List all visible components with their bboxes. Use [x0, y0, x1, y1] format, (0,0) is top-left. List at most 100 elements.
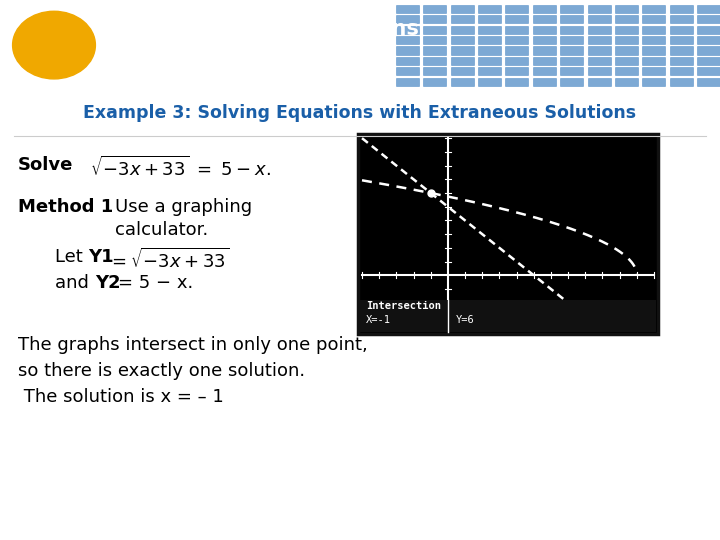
Text: Y2: Y2 [95, 274, 121, 292]
FancyBboxPatch shape [478, 36, 501, 44]
FancyBboxPatch shape [423, 26, 446, 34]
FancyBboxPatch shape [451, 57, 474, 65]
FancyBboxPatch shape [642, 46, 665, 55]
Text: Copyright © by Holt Mc Dougal. All Rights Reserved.: Copyright © by Holt Mc Dougal. All Right… [431, 512, 706, 522]
Text: Solving Radical Equations: Solving Radical Equations [115, 19, 419, 39]
FancyBboxPatch shape [615, 36, 638, 44]
Text: Method 1: Method 1 [18, 198, 113, 216]
FancyBboxPatch shape [396, 26, 419, 34]
FancyBboxPatch shape [505, 26, 528, 34]
Text: Solve: Solve [18, 156, 73, 174]
FancyBboxPatch shape [560, 67, 583, 75]
FancyBboxPatch shape [642, 67, 665, 75]
FancyBboxPatch shape [697, 5, 720, 13]
FancyBboxPatch shape [697, 57, 720, 65]
FancyBboxPatch shape [588, 5, 611, 13]
FancyBboxPatch shape [533, 57, 556, 65]
FancyBboxPatch shape [697, 67, 720, 75]
FancyBboxPatch shape [533, 5, 556, 13]
FancyBboxPatch shape [615, 26, 638, 34]
Text: Y=6: Y=6 [456, 315, 474, 325]
FancyBboxPatch shape [478, 15, 501, 23]
FancyBboxPatch shape [642, 57, 665, 65]
FancyBboxPatch shape [615, 46, 638, 55]
Text: The graphs intersect in only one point,: The graphs intersect in only one point, [18, 336, 368, 354]
FancyBboxPatch shape [451, 26, 474, 34]
FancyBboxPatch shape [505, 46, 528, 55]
FancyBboxPatch shape [670, 57, 693, 65]
FancyBboxPatch shape [396, 78, 419, 86]
FancyBboxPatch shape [423, 5, 446, 13]
FancyBboxPatch shape [360, 300, 656, 332]
FancyBboxPatch shape [642, 36, 665, 44]
FancyBboxPatch shape [478, 46, 501, 55]
FancyBboxPatch shape [451, 46, 474, 55]
FancyBboxPatch shape [588, 15, 611, 23]
FancyBboxPatch shape [697, 15, 720, 23]
FancyBboxPatch shape [396, 46, 419, 55]
FancyBboxPatch shape [478, 67, 501, 75]
FancyBboxPatch shape [505, 5, 528, 13]
FancyBboxPatch shape [423, 15, 446, 23]
FancyBboxPatch shape [588, 26, 611, 34]
FancyBboxPatch shape [615, 15, 638, 23]
Text: calculator.: calculator. [115, 221, 208, 239]
FancyBboxPatch shape [642, 78, 665, 86]
FancyBboxPatch shape [615, 57, 638, 65]
FancyBboxPatch shape [505, 78, 528, 86]
FancyBboxPatch shape [642, 15, 665, 23]
Text: = 5 − x.: = 5 − x. [118, 274, 193, 292]
Text: Intersection: Intersection [366, 301, 441, 311]
FancyBboxPatch shape [396, 5, 419, 13]
FancyBboxPatch shape [533, 67, 556, 75]
FancyBboxPatch shape [505, 15, 528, 23]
FancyBboxPatch shape [423, 36, 446, 44]
Text: Example 3: Solving Equations with Extraneous Solutions: Example 3: Solving Equations with Extran… [84, 104, 636, 122]
Text: so there is exactly one solution.: so there is exactly one solution. [18, 362, 305, 380]
FancyBboxPatch shape [396, 36, 419, 44]
FancyBboxPatch shape [615, 78, 638, 86]
FancyBboxPatch shape [670, 36, 693, 44]
FancyBboxPatch shape [505, 36, 528, 44]
FancyBboxPatch shape [533, 46, 556, 55]
FancyBboxPatch shape [451, 67, 474, 75]
FancyBboxPatch shape [615, 5, 638, 13]
FancyBboxPatch shape [478, 57, 501, 65]
FancyBboxPatch shape [560, 26, 583, 34]
Text: and: and [55, 274, 94, 292]
FancyBboxPatch shape [505, 67, 528, 75]
FancyBboxPatch shape [533, 26, 556, 34]
Text: Y1: Y1 [88, 248, 114, 266]
FancyBboxPatch shape [588, 67, 611, 75]
FancyBboxPatch shape [478, 78, 501, 86]
FancyBboxPatch shape [670, 46, 693, 55]
FancyBboxPatch shape [533, 36, 556, 44]
FancyBboxPatch shape [396, 15, 419, 23]
FancyBboxPatch shape [451, 5, 474, 13]
FancyBboxPatch shape [670, 5, 693, 13]
FancyBboxPatch shape [697, 78, 720, 86]
FancyBboxPatch shape [670, 67, 693, 75]
Text: Holt McDougal Algebra 2: Holt McDougal Algebra 2 [14, 510, 170, 524]
FancyBboxPatch shape [396, 57, 419, 65]
FancyBboxPatch shape [670, 15, 693, 23]
Text: Use a graphing: Use a graphing [115, 198, 252, 216]
Text: X=-1: X=-1 [366, 315, 391, 325]
Text: $\sqrt{-3x+33}\ =\ 5-x.$: $\sqrt{-3x+33}\ =\ 5-x.$ [90, 156, 271, 180]
FancyBboxPatch shape [478, 26, 501, 34]
FancyBboxPatch shape [358, 134, 658, 334]
FancyBboxPatch shape [560, 36, 583, 44]
Text: and Inequalities: and Inequalities [115, 55, 305, 75]
FancyBboxPatch shape [588, 78, 611, 86]
FancyBboxPatch shape [588, 57, 611, 65]
FancyBboxPatch shape [588, 46, 611, 55]
FancyBboxPatch shape [560, 5, 583, 13]
FancyBboxPatch shape [697, 36, 720, 44]
FancyBboxPatch shape [396, 67, 419, 75]
FancyBboxPatch shape [423, 57, 446, 65]
FancyBboxPatch shape [642, 5, 665, 13]
FancyBboxPatch shape [560, 46, 583, 55]
FancyBboxPatch shape [451, 78, 474, 86]
FancyBboxPatch shape [423, 67, 446, 75]
FancyBboxPatch shape [423, 78, 446, 86]
